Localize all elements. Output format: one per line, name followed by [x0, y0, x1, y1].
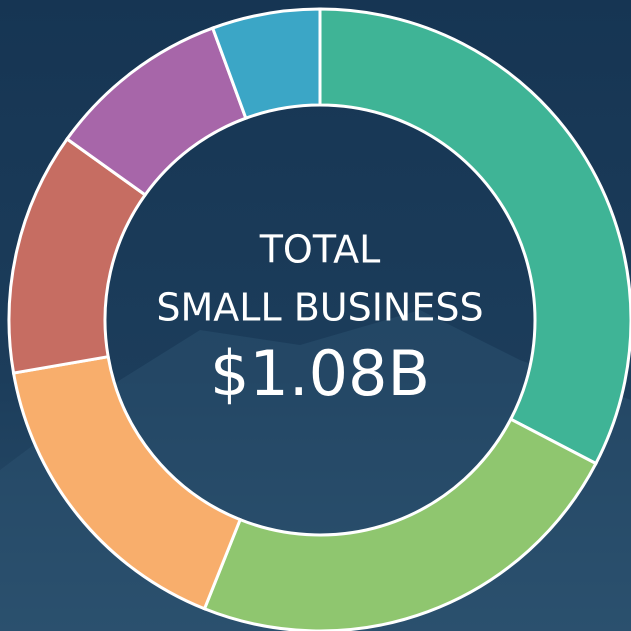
- donut-slice: [318, 7, 631, 466]
- center-line: TOTAL: [259, 228, 381, 272]
- donut: [7, 7, 631, 631]
- donut-slice: [210, 7, 322, 121]
- center-value: $1.08B: [210, 337, 430, 410]
- center-line: SMALL BUSINESS: [156, 286, 483, 330]
- donut-slice: [202, 417, 598, 631]
